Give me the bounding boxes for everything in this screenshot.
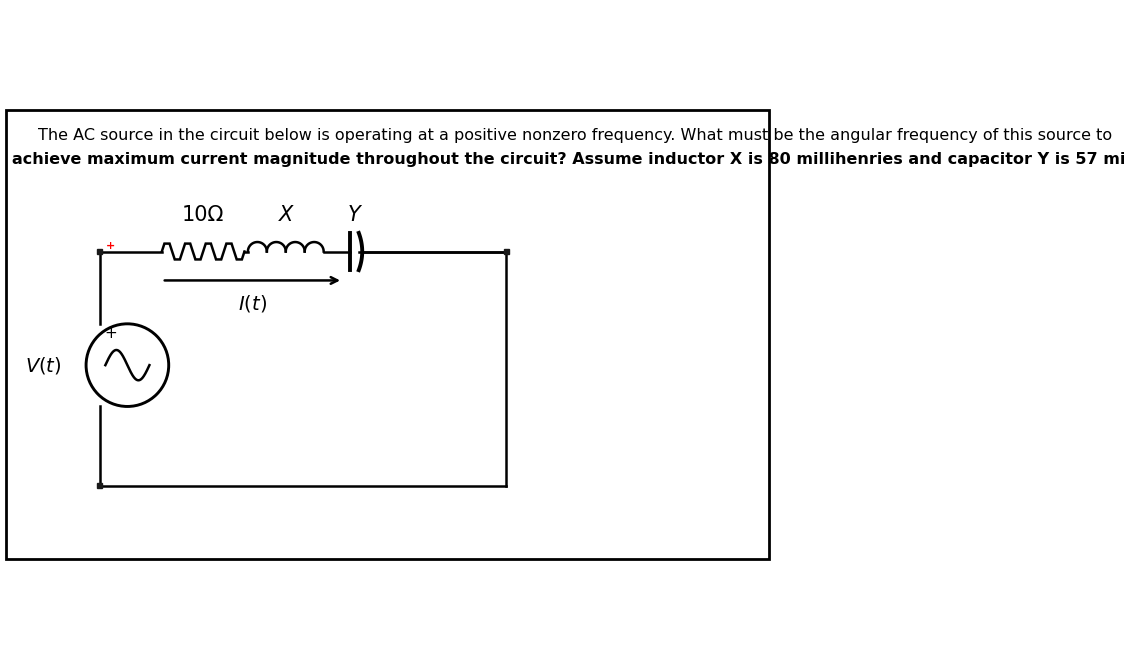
Text: $I(t)$: $I(t)$ bbox=[237, 293, 267, 314]
Bar bbox=[504, 249, 508, 254]
Text: The AC source in the circuit below is operating at a positive nonzero frequency.: The AC source in the circuit below is op… bbox=[38, 128, 1112, 142]
Text: 10Ω: 10Ω bbox=[182, 205, 224, 225]
Text: +: + bbox=[106, 241, 115, 251]
Text: $V(t)$: $V(t)$ bbox=[26, 355, 62, 376]
Text: X: X bbox=[279, 205, 292, 225]
Text: Y: Y bbox=[348, 205, 361, 225]
Text: achieve maximum current magnitude throughout the circuit? Assume inductor X is 8: achieve maximum current magnitude throug… bbox=[12, 152, 1125, 167]
Bar bbox=[97, 483, 102, 488]
Text: +: + bbox=[105, 326, 117, 341]
Bar bbox=[97, 249, 102, 254]
